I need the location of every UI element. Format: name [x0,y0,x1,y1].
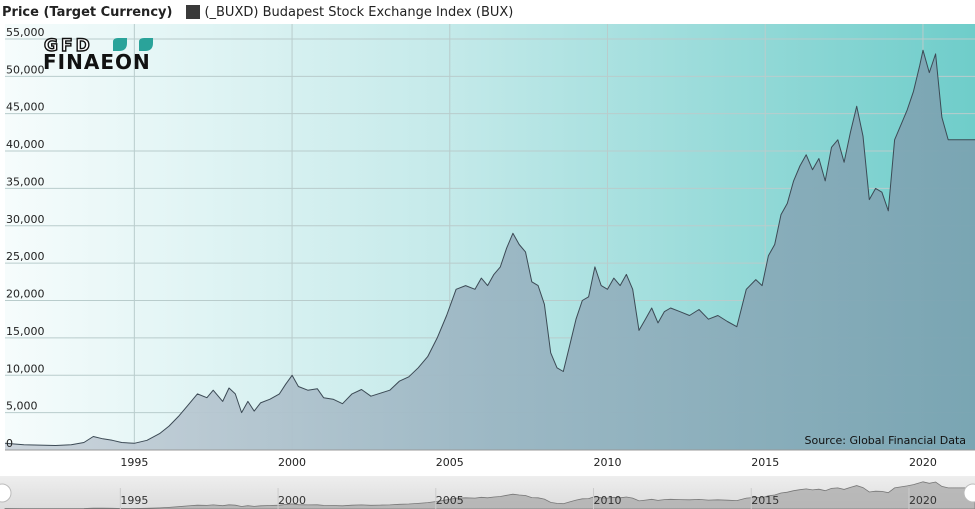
source-note: Source: Global Financial Data [805,434,967,447]
leaf-icon [139,38,153,51]
x-tick-label: 2000 [278,456,306,469]
series-area-fill [5,50,975,450]
y-tick-label: 25,000 [6,250,45,263]
navigator-left-handle[interactable] [0,483,12,503]
chart-header: Price (Target Currency) (_BUXD) Budapest… [2,3,513,21]
range-navigator[interactable]: 1995 2000 2005 2010 2015 2020 [0,476,975,509]
y-axis-label: Price (Target Currency) [2,4,173,20]
y-tick-label: 5,000 [6,400,38,413]
y-axis-ticks: 0 5,000 10,000 15,000 20,000 25,000 30,000 35,0… [6,26,45,450]
x-axis-ticks: 1995 2000 2005 2010 2015 2020 [5,449,975,469]
navigator-label: 2015 [751,494,779,507]
logo-gfd-text: GFD [44,36,93,56]
series-area [4,49,975,450]
navigator-area [4,481,975,509]
gfd-finaeon-logo: GFD FINAEON [43,35,153,74]
series-line [4,49,975,446]
x-tick-label: 2005 [436,456,464,469]
y-tick-label: 15,000 [6,325,45,338]
x-tick-label: 2015 [751,456,779,469]
y-tick-label: 40,000 [6,138,45,151]
navigator-series [4,481,975,509]
y-tick-label: 35,000 [6,175,45,188]
y-tick-label: 55,000 [6,26,45,39]
x-tick-label: 1995 [120,456,148,469]
y-tick-label: 45,000 [6,101,45,114]
y-tick-label: 30,000 [6,213,45,226]
navigator-labels: 1995 2000 2005 2010 2015 2020 [119,488,937,509]
navigator-label: 1995 [120,494,148,507]
legend-swatch[interactable] [186,5,201,19]
navigator-label: 2005 [436,494,464,507]
x-tick-label: 2020 [909,456,937,469]
leaf-icon [113,38,127,51]
navigator-right-handle[interactable] [963,483,975,503]
navigator-label: 2010 [594,494,622,507]
y-tick-label: 0 [6,437,13,450]
y-tick-label: 10,000 [6,362,45,375]
legend-entry[interactable]: (_BUXD) Budapest Stock Exchange Index (B… [204,4,514,20]
navigator-label: 2020 [909,494,937,507]
x-tick-label: 2010 [594,456,622,469]
y-tick-label: 20,000 [6,288,45,301]
logo-finaeon-text: FINAEON [43,50,151,74]
navigator-label: 2000 [278,494,306,507]
y-tick-label: 50,000 [6,63,45,76]
